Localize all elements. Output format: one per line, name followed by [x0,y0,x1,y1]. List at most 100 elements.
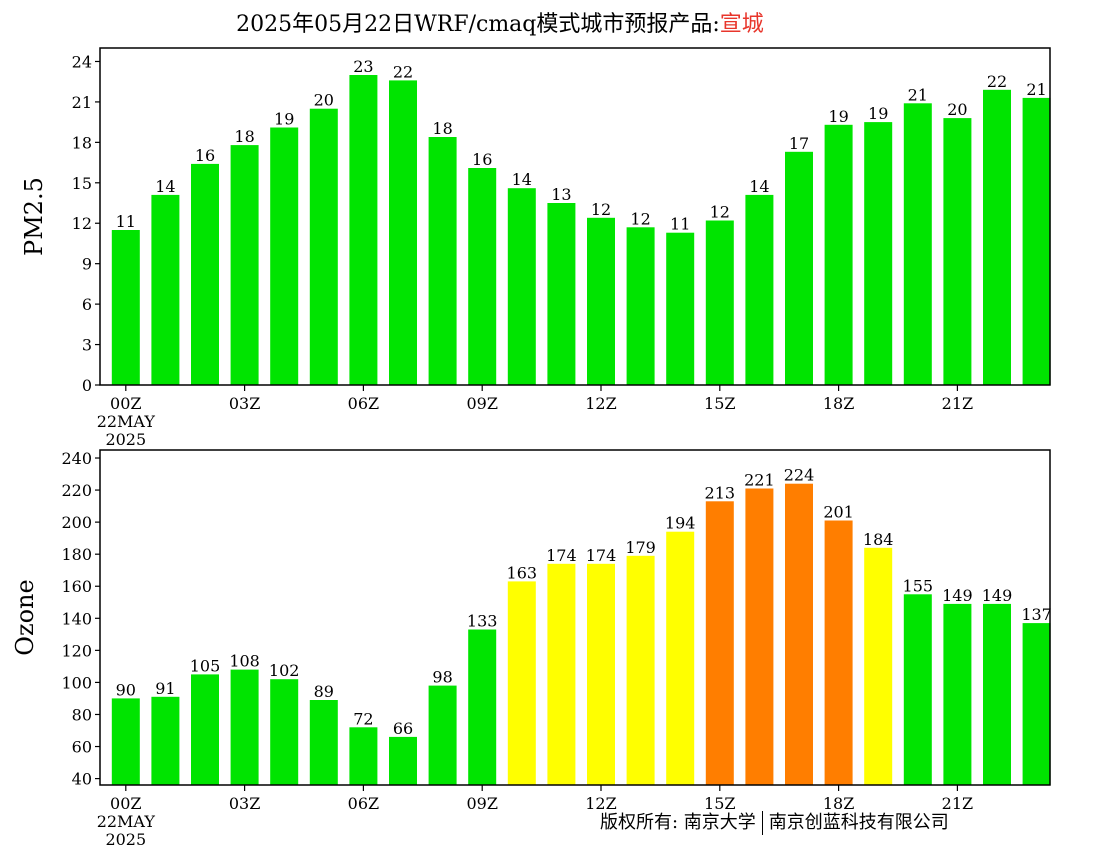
x-tick-label: 15Z [704,794,735,813]
bar [824,520,853,785]
data-label: 14 [749,177,769,196]
bar [468,168,497,385]
data-label: 163 [507,563,538,582]
bar [230,669,259,785]
data-label: 72 [353,709,373,728]
footer-separator [761,811,763,835]
bar [785,151,813,385]
y-tick-label: 80 [72,705,92,724]
x-tick-label: 03Z [229,794,260,813]
x-tick-label: 18Z [823,394,854,413]
data-label: 21 [1026,80,1046,99]
x-tick-label: 06Z [348,794,379,813]
x-tick-label: 18Z [823,794,854,813]
y-tick-label: 21 [72,93,92,112]
data-label: 19 [274,110,294,129]
data-label: 89 [314,682,334,701]
bar [705,501,734,785]
x-tick-label: 00Z [110,394,141,413]
bar [705,220,734,385]
data-label: 108 [229,652,260,671]
bar [943,118,972,385]
title-prefix: 2025年05月22日WRF/cmaq模式城市预报产品: [236,12,720,37]
y-axis-label: PM2.5 [20,177,48,256]
data-label: 149 [942,586,973,605]
y-tick-label: 18 [72,133,92,152]
bar [666,531,695,785]
bar [389,736,417,785]
x-tick-label: 21Z [942,794,973,813]
y-tick-label: 3 [82,336,92,355]
data-label: 155 [903,576,934,595]
y-tick-label: 60 [72,738,92,757]
data-label: 11 [670,215,690,234]
bar [191,674,219,785]
x-tick-label: 21Z [942,394,973,413]
bar [903,594,932,785]
data-label: 90 [116,680,136,699]
bar [468,629,497,785]
data-label: 11 [116,212,136,231]
y-tick-label: 100 [61,673,92,692]
bar [111,230,140,385]
data-label: 20 [314,91,334,110]
data-label: 19 [828,107,848,126]
x-tick-label: 00Z [110,794,141,813]
footer-copyright: 版权所有: 南京大学 [600,812,756,833]
data-label: 16 [195,146,215,165]
bar [349,727,378,785]
footer-credit: 版权所有: 南京大学 南京创蓝科技有限公司 [600,808,949,835]
data-label: 213 [705,483,736,502]
y-tick-label: 220 [61,481,92,500]
bar [983,603,1011,785]
bar [428,685,457,785]
bar [270,127,299,385]
bar [587,217,615,385]
x-date-label: 2025 [105,430,146,449]
data-label: 12 [710,203,730,222]
bar [626,227,655,385]
bar [824,124,853,386]
data-label: 14 [155,177,175,196]
y-tick-label: 200 [61,513,92,532]
bar [111,698,140,785]
bar [547,203,576,385]
x-date-label: 22MAY [97,412,156,431]
y-tick-label: 15 [72,174,92,193]
data-label: 201 [823,503,854,522]
data-label: 20 [947,100,967,119]
bar [943,603,972,785]
data-label: 16 [472,150,492,169]
bar [745,194,774,385]
data-label: 174 [546,546,577,565]
bar [547,563,576,785]
x-tick-label: 12Z [585,794,616,813]
y-tick-label: 6 [82,295,92,314]
pm25-panel: 11 14 16 18 19 20 23 22 18 16 14 13 12 12 11 12 14 17 19 19… [20,47,1051,449]
bar [864,547,893,785]
footer-company: 南京创蓝科技有限公司 [768,812,949,833]
bar [309,700,338,785]
data-label: 66 [393,719,413,738]
x-tick-label: 06Z [348,394,379,413]
bar [1022,97,1051,386]
plot-frame [99,449,1051,786]
bar [349,75,378,385]
plot-frame [99,47,1051,386]
bar [666,232,695,385]
data-label: 184 [863,530,894,549]
data-label: 102 [269,661,300,680]
data-label: 13 [551,185,571,204]
y-tick-label: 0 [82,376,92,395]
y-tick-label: 160 [61,577,92,596]
data-label: 221 [744,471,775,490]
data-label: 22 [987,72,1007,91]
y-tick-label: 180 [61,545,92,564]
data-label: 18 [432,119,452,138]
bar [230,145,259,385]
data-label: 21 [908,85,928,104]
data-label: 22 [393,62,413,81]
y-tick-label: 9 [82,255,92,274]
bar [745,488,774,785]
